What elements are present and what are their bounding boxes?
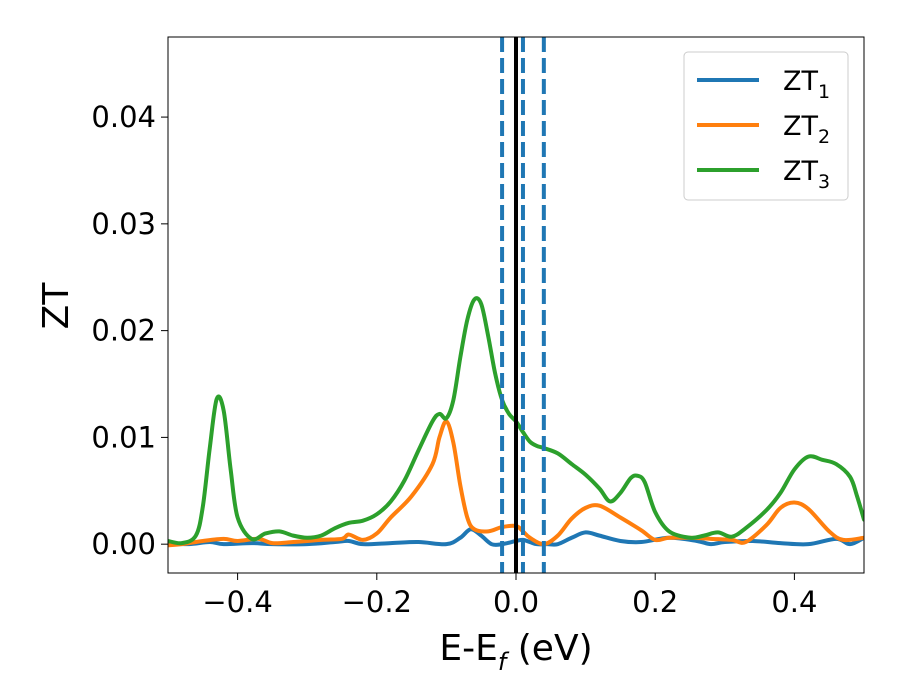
series-line-3 <box>168 296 864 546</box>
x-tick-label: −0.4 <box>202 585 272 619</box>
series-line-1 <box>168 527 864 547</box>
y-tick-label: 0.04 <box>91 100 156 134</box>
y-tick-label: 0.03 <box>91 207 156 241</box>
x-axis-title: E-Ef (eV) <box>439 628 592 676</box>
legend-frame <box>683 51 849 201</box>
y-axis-ticks: 0.00 0.01 0.02 0.03 0.04 <box>91 100 168 561</box>
legend: ZT1 ZT2 ZT3 <box>683 51 849 201</box>
x-tick-label: 0.2 <box>632 585 678 619</box>
legend-label-3: ZT3 <box>783 156 830 193</box>
legend-label-1: ZT1 <box>783 66 830 103</box>
y-tick-label: 0.01 <box>91 420 156 454</box>
x-tick-label: 0.0 <box>493 585 539 619</box>
x-tick-label: 0.4 <box>771 585 817 619</box>
legend-label-2: ZT2 <box>783 111 830 148</box>
vline-layer <box>500 37 546 573</box>
y-axis-title: ZT <box>36 282 77 330</box>
x-axis-ticks: −0.4 −0.2 0.0 0.2 0.4 <box>202 573 817 619</box>
x-tick-label: −0.2 <box>342 585 412 619</box>
y-tick-label: 0.02 <box>91 314 156 348</box>
y-tick-label: 0.00 <box>91 527 156 561</box>
